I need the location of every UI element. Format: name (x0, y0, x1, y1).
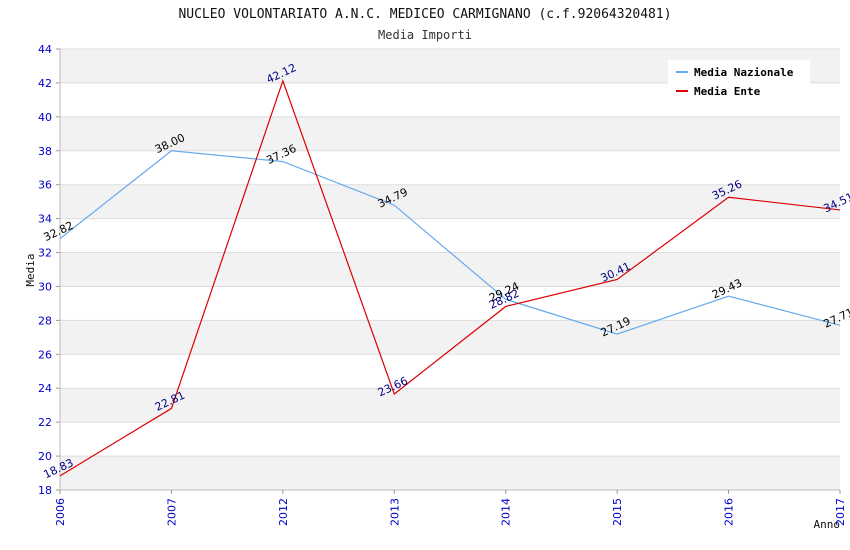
grid-band (60, 388, 840, 423)
y-tick-label: 30 (38, 280, 52, 293)
grid-band (60, 320, 840, 355)
x-tick-label: 2007 (165, 498, 178, 526)
x-tick-label: 2017 (834, 498, 847, 526)
y-tick-label: 22 (38, 416, 52, 429)
series-line (59, 79, 841, 477)
y-tick-label: 26 (38, 348, 52, 361)
y-tick-label: 18 (38, 484, 52, 497)
y-axis-ticks: 18 20 22 24 26 28 30 32 34 36 38 40 42 44 (38, 43, 52, 497)
legend-label: Media Ente (694, 85, 761, 98)
y-axis-label: Media (24, 253, 37, 286)
x-axis-ticks: 2006 2007 2012 2013 2014 2015 2016 2017 (54, 490, 847, 526)
y-tick-label: 40 (38, 111, 52, 124)
grid-band (60, 252, 840, 287)
y-tick-label: 24 (38, 382, 52, 395)
y-tick-label: 34 (38, 213, 52, 226)
y-tick-label: 36 (38, 179, 52, 192)
x-tick-label: 2014 (500, 498, 513, 526)
y-tick-label: 38 (38, 145, 52, 158)
axes (59, 49, 840, 491)
y-tick-label: 20 (38, 450, 52, 463)
x-tick-label: 2013 (388, 498, 401, 526)
y-tick-label: 44 (38, 43, 52, 56)
y-tick-label: 32 (38, 247, 52, 260)
x-tick-label: 2006 (54, 498, 67, 526)
legend: Media Nazionale Media Ente (668, 60, 810, 102)
legend-box (668, 60, 810, 102)
chart-title: NUCLEO VOLONTARIATO A.N.C. MEDICEO CARMI… (178, 7, 671, 22)
grid-band (60, 184, 840, 219)
grid-band (60, 456, 840, 490)
x-tick-label: 2015 (611, 498, 624, 526)
x-tick-label: 2016 (723, 498, 736, 526)
y-tick-label: 42 (38, 77, 52, 90)
x-axis-label: Anno (814, 518, 841, 531)
grid-band (60, 116, 840, 151)
y-tick-label: 28 (38, 314, 52, 327)
grid-bands (60, 49, 840, 490)
chart-subtitle: Media Importi (378, 28, 472, 42)
series-lines (59, 79, 841, 477)
series-line (59, 150, 841, 335)
x-tick-label: 2012 (277, 498, 290, 526)
legend-label: Media Nazionale (694, 66, 794, 79)
